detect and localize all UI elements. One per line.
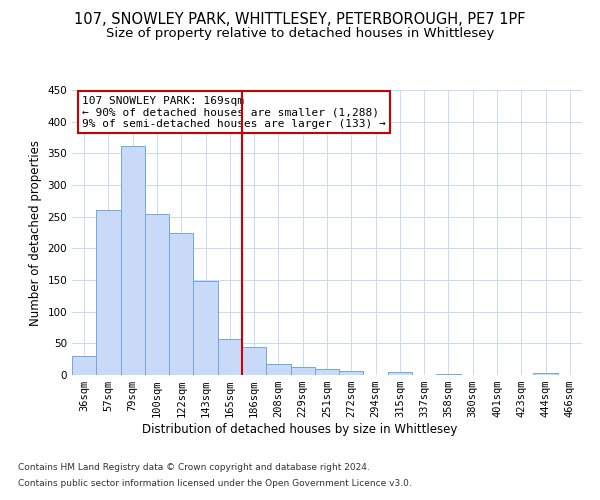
Text: Contains public sector information licensed under the Open Government Licence v3: Contains public sector information licen… xyxy=(18,478,412,488)
Bar xyxy=(436,374,461,375)
Bar xyxy=(218,339,242,375)
Bar xyxy=(145,214,169,375)
Bar xyxy=(266,364,290,375)
Text: Size of property relative to detached houses in Whittlesey: Size of property relative to detached ho… xyxy=(106,28,494,40)
Bar xyxy=(193,282,218,375)
Bar xyxy=(315,370,339,375)
Bar xyxy=(339,370,364,375)
Text: Contains HM Land Registry data © Crown copyright and database right 2024.: Contains HM Land Registry data © Crown c… xyxy=(18,464,370,472)
Bar xyxy=(121,146,145,375)
Bar xyxy=(169,233,193,375)
Bar xyxy=(96,210,121,375)
Text: 107 SNOWLEY PARK: 169sqm
← 90% of detached houses are smaller (1,288)
9% of semi: 107 SNOWLEY PARK: 169sqm ← 90% of detach… xyxy=(82,96,386,129)
Text: 107, SNOWLEY PARK, WHITTLESEY, PETERBOROUGH, PE7 1PF: 107, SNOWLEY PARK, WHITTLESEY, PETERBORO… xyxy=(74,12,526,28)
Text: Distribution of detached houses by size in Whittlesey: Distribution of detached houses by size … xyxy=(142,422,458,436)
Bar xyxy=(388,372,412,375)
Bar xyxy=(533,373,558,375)
Bar xyxy=(72,356,96,375)
Bar xyxy=(242,347,266,375)
Bar xyxy=(290,367,315,375)
Y-axis label: Number of detached properties: Number of detached properties xyxy=(29,140,42,326)
